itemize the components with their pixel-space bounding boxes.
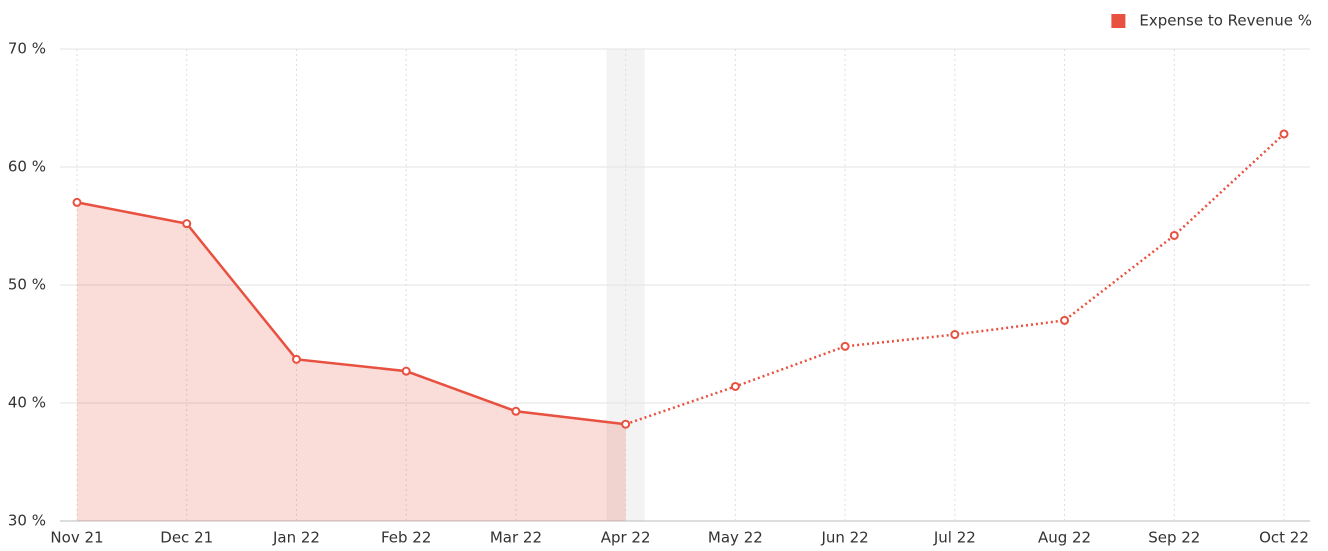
- point: [1279, 129, 1289, 139]
- area: [77, 202, 626, 521]
- line-actual: [76, 201, 626, 426]
- point: [1169, 230, 1179, 240]
- legend-label: Expense to Revenue %: [1139, 12, 1312, 30]
- y-tick-label: 60 %: [8, 158, 46, 176]
- y-tick-label: 40 %: [8, 394, 46, 412]
- x-tick-label: Jul 22: [933, 529, 976, 547]
- x-tick-label: Mar 22: [490, 529, 542, 547]
- x-tick-label: Dec 21: [160, 529, 213, 547]
- point: [840, 341, 850, 351]
- point: [730, 381, 740, 391]
- x-tick-label: Jun 22: [820, 529, 868, 547]
- point: [950, 330, 960, 340]
- x-tick-label: Aug 22: [1038, 529, 1091, 547]
- x-tick-label: Sep 22: [1148, 529, 1200, 547]
- x-tick-label: Oct 22: [1259, 529, 1309, 547]
- x-tick-label: Jan 22: [272, 529, 320, 547]
- x-tick-label: May 22: [708, 529, 763, 547]
- x-tick-label: Nov 21: [50, 529, 103, 547]
- point: [621, 419, 631, 429]
- point: [182, 219, 192, 229]
- y-tick-label: 70 %: [8, 40, 46, 58]
- x-tick-label: Feb 22: [381, 529, 431, 547]
- y-tick-label: 50 %: [8, 276, 46, 294]
- point: [72, 197, 82, 207]
- point: [1060, 315, 1070, 325]
- legend-swatch: [1111, 14, 1126, 28]
- point: [511, 406, 521, 416]
- point: [291, 354, 301, 364]
- x-tick-label: Apr 22: [601, 529, 651, 547]
- y-tick-label: 30 %: [8, 512, 46, 530]
- point: [401, 366, 411, 376]
